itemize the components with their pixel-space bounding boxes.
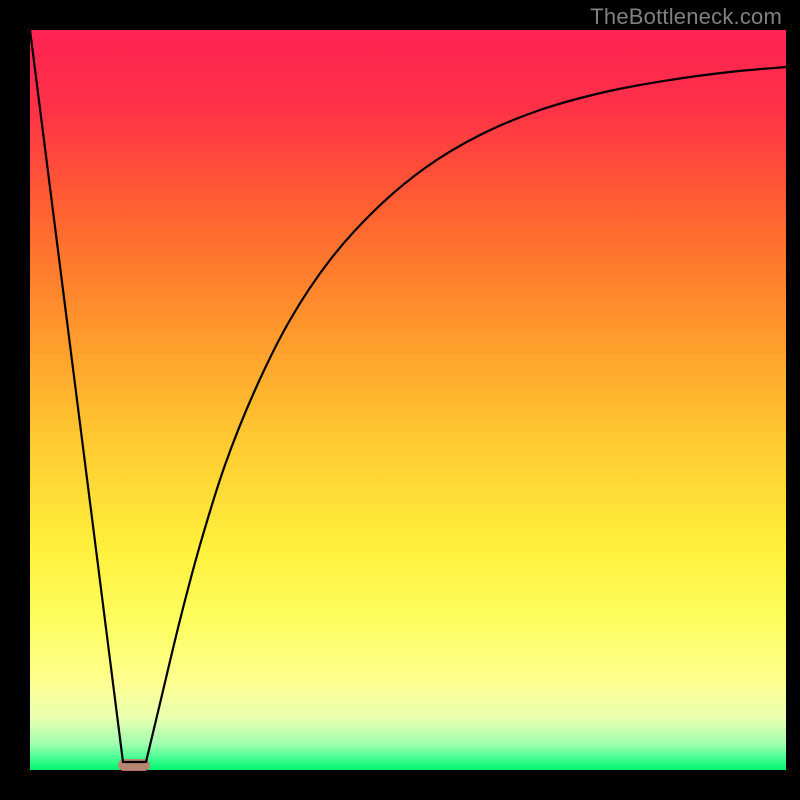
chart-svg bbox=[0, 0, 800, 800]
bottleneck-chart: TheBottleneck.com bbox=[0, 0, 800, 800]
watermark-text: TheBottleneck.com bbox=[590, 4, 782, 30]
plot-gradient bbox=[30, 30, 786, 770]
